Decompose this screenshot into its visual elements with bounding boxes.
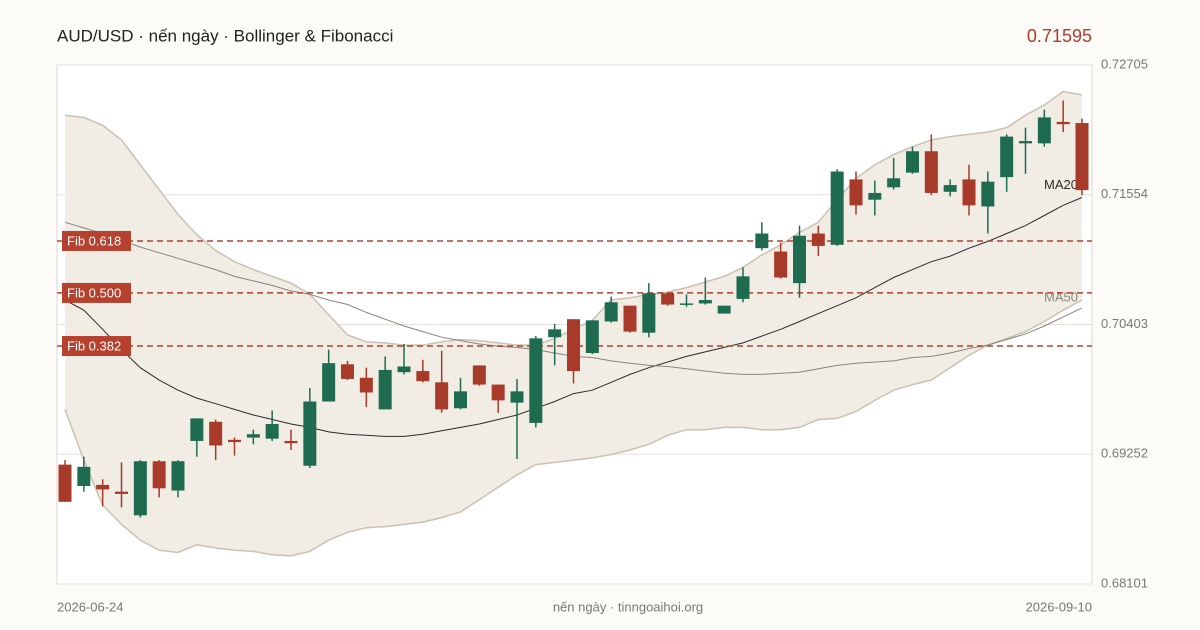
candle-body	[472, 365, 486, 385]
candle-body	[246, 434, 260, 438]
chart-title: AUD/USD · nến ngày · Bollinger & Fibonac…	[57, 26, 393, 45]
candle-body	[209, 421, 223, 446]
ma-label: MA50	[1044, 289, 1078, 304]
bollinger-fill	[65, 91, 1082, 556]
ma-label: MA20	[1044, 177, 1078, 192]
candle-body	[849, 179, 863, 206]
y-tick-label: 0.71554	[1101, 186, 1148, 201]
fib-label: Fib 0.382	[67, 338, 121, 353]
candle-body	[378, 369, 392, 410]
candle-body	[265, 424, 279, 439]
candle-body	[962, 179, 976, 206]
x-tick-label: 2026-09-10	[1026, 599, 1093, 614]
y-tick-label: 0.70403	[1101, 316, 1148, 331]
candle-body	[96, 484, 110, 490]
candle-body	[133, 461, 147, 516]
candle-body	[303, 401, 317, 466]
y-tick-label: 0.69252	[1101, 446, 1148, 461]
candle-body	[680, 303, 693, 305]
candle-body	[284, 440, 298, 444]
candle-body	[642, 293, 656, 333]
candle-body	[171, 461, 185, 491]
candle-body	[1000, 136, 1014, 178]
candle-body	[58, 464, 72, 502]
candle-body	[887, 178, 901, 188]
fib-label-box	[62, 230, 131, 251]
fib-label: Fib 0.500	[67, 285, 121, 300]
candle-body	[793, 235, 806, 284]
candle-body	[416, 371, 430, 382]
candle-body	[717, 305, 731, 314]
fib-label-box	[62, 282, 131, 303]
y-tick-label: 0.68101	[1101, 575, 1148, 590]
candle-body	[397, 366, 411, 373]
candle-body	[943, 185, 957, 192]
candle-body	[736, 276, 750, 299]
candle-body	[924, 151, 938, 193]
candle-body	[510, 391, 524, 403]
x-tick-label: 2026-06-24	[57, 599, 124, 614]
candle-body	[906, 151, 919, 173]
candle-body	[228, 439, 241, 443]
candle-body	[115, 491, 128, 494]
candle-body	[341, 364, 354, 379]
candle-body	[623, 305, 637, 332]
candle-body	[1019, 141, 1032, 144]
candle-body	[322, 363, 336, 402]
fib-label-box	[62, 336, 131, 357]
footer: nến ngày · tinngoaihoi.org	[553, 599, 703, 614]
candle-body	[981, 181, 995, 207]
candle-body	[454, 391, 467, 409]
candle-body	[830, 171, 844, 245]
candle-body	[811, 233, 825, 246]
candle-body	[868, 192, 882, 200]
last-price: 0.71595	[1027, 26, 1092, 46]
candle-body	[567, 319, 580, 372]
candle-body	[152, 461, 166, 489]
candle-body	[585, 320, 599, 354]
candle-body	[755, 233, 769, 249]
candle-body	[1037, 117, 1051, 144]
candle-body	[190, 418, 204, 441]
candle-body	[1075, 123, 1089, 191]
candle-body	[529, 338, 543, 423]
y-tick-label: 0.72705	[1101, 56, 1148, 71]
candle-body	[698, 300, 712, 304]
candle-body	[435, 382, 449, 410]
candle-body	[774, 251, 788, 278]
candle-body	[1056, 121, 1070, 125]
candle-body	[77, 466, 91, 487]
candle-body	[661, 293, 675, 305]
candle-body	[359, 377, 373, 393]
candle-body	[604, 302, 618, 322]
bollinger-lower	[64, 299, 1083, 557]
ma-line	[64, 197, 1083, 437]
fib-label: Fib 0.618	[67, 233, 121, 248]
candle-body	[491, 384, 505, 401]
candle-body	[548, 329, 562, 338]
